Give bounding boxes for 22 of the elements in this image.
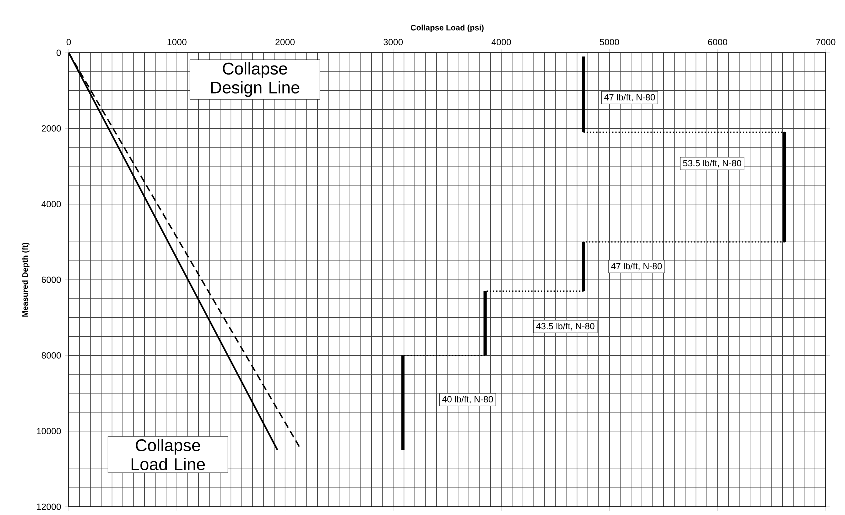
annotation: 43.5 lb/ft, N-80 (536, 322, 595, 331)
annotation: 47 lb/ft, N-80 (611, 262, 662, 271)
x-tick-label: 7000 (816, 39, 836, 46)
x-tick-label: 5000 (600, 39, 620, 46)
y-tick-label: 0 (56, 50, 62, 56)
x-tick-label: 0 (66, 39, 72, 46)
y-tick-label: 10000 (37, 428, 62, 435)
y-tick-label: 12000 (37, 504, 62, 510)
annotation: 40 lb/ft, N-80 (442, 396, 494, 404)
y-tick-label: 4000 (42, 201, 62, 208)
x-tick-label: 6000 (708, 39, 728, 46)
y-tick-label: 8000 (42, 352, 62, 359)
y-tick-label: 2000 (42, 125, 62, 132)
annotation: Collapse Design Line (211, 62, 300, 98)
x-tick-label: 4000 (492, 39, 512, 46)
annotation: Collapse Load Line (132, 439, 206, 470)
x-tick-label: 1000 (168, 39, 187, 46)
annotation: 47 lb/ft, N-80 (604, 94, 656, 102)
x-tick-label: 2000 (276, 39, 295, 46)
x-tick-label: 3000 (384, 39, 404, 46)
annotation: 53.5 lb/ft, N-80 (683, 160, 742, 168)
y-tick-label: 6000 (42, 276, 62, 284)
